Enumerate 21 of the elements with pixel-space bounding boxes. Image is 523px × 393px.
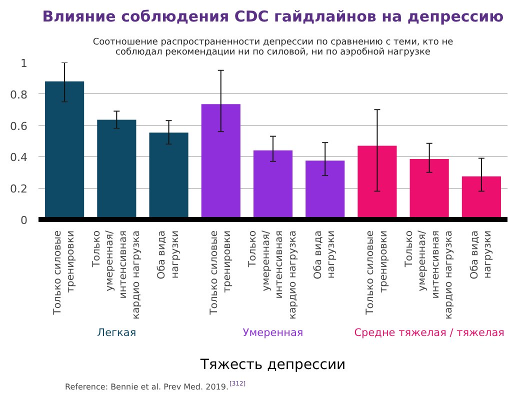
chart-title: Влияние соблюдения CDC гайдлайнов на депрессию [42, 8, 504, 26]
y-tick-label: 1 [20, 57, 28, 70]
text: Средне тяжелая / тяжелая [354, 327, 504, 340]
x-tick-label: Оба вида нагрузки [469, 230, 494, 280]
y-tick-label: 0.4 [10, 151, 28, 164]
x-tick-label: Только умеренная/ интенсивная кардио нагрузка [91, 230, 142, 320]
x-tick-label: Только силовые тренировки [52, 230, 77, 316]
x-tick-label: Только умеренная/ интенсивная кардио нагрузка [248, 230, 298, 320]
x-tick-label: Оба вида нагрузки [313, 230, 338, 280]
y-tick-label: 0.2 [10, 182, 28, 196]
chart-subtitle: Соотношение распространенности депрессии по сравнению с теми, кто не соблюдал рекомендации ни по силовой, ни по аэробной нагрузке [92, 38, 454, 58]
y-tick-label: 0.8 [10, 88, 28, 102]
x-tick-label: Только силовые тренировки [208, 230, 233, 316]
text: Умеренная [242, 327, 304, 340]
text: Легкая [97, 327, 136, 340]
y-tick-label: 0.6 [10, 120, 28, 133]
y-tick-label: 0 [20, 214, 28, 227]
x-tick-label: Оба вида нагрузки [156, 230, 181, 280]
x-axis-title: Тяжесть депрессии [199, 357, 346, 374]
x-tick-label: Только силовые тренировки [365, 230, 390, 316]
x-tick-label: Только умеренная/ интенсивная кардио нагрузка [404, 230, 455, 320]
